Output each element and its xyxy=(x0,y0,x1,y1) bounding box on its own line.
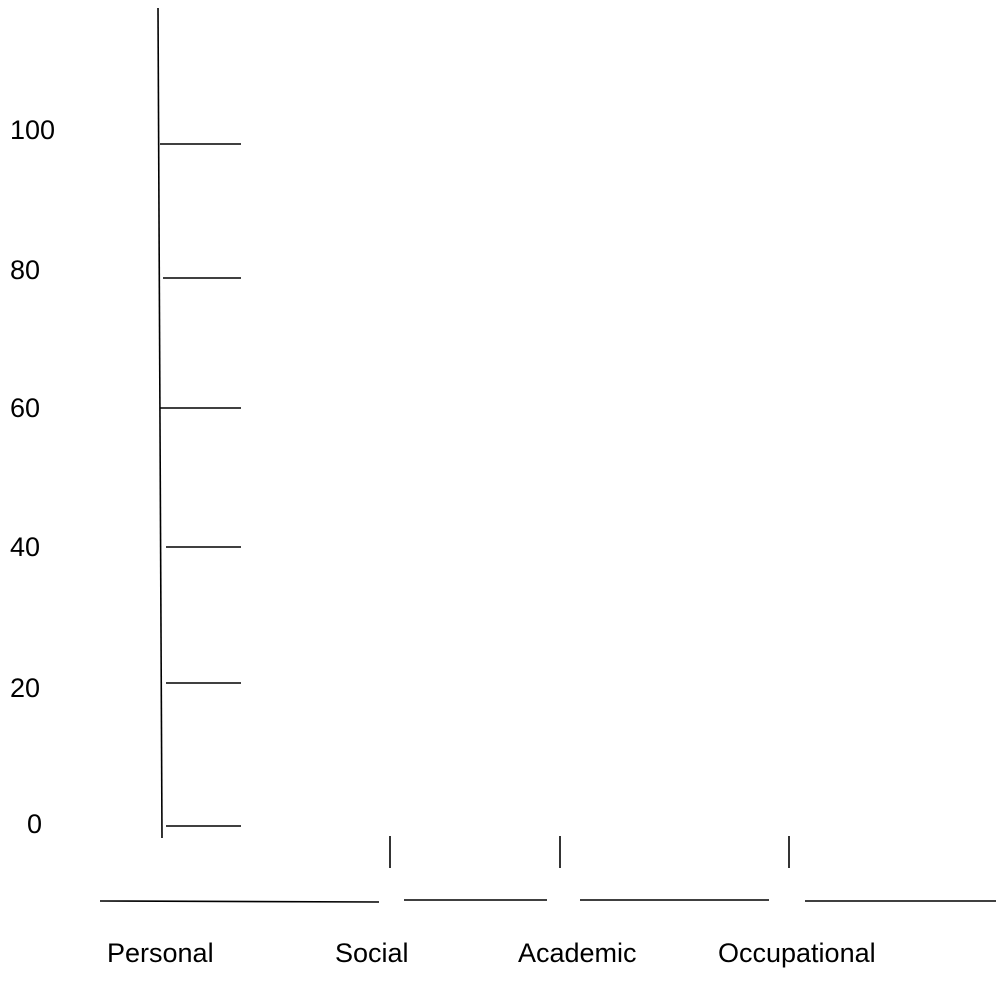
y-tick-label-80: 80 xyxy=(10,255,40,285)
y-axis-line xyxy=(157,7,163,839)
y-tick-label-40: 40 xyxy=(10,532,40,562)
category-label-occupational: Occupational xyxy=(718,938,876,968)
y-tick-label-20: 20 xyxy=(10,673,40,703)
y-tick-label-100: 100 xyxy=(10,115,55,145)
y-tick-labels: 0 20 40 60 80 100 xyxy=(10,115,55,839)
y-tick-label-60: 60 xyxy=(10,393,40,423)
category-label-academic: Academic xyxy=(518,938,637,968)
category-baseline-personal xyxy=(99,900,380,903)
y-tick-lines xyxy=(160,143,241,827)
y-tick-label-0: 0 xyxy=(27,809,42,839)
category-label-social: Social xyxy=(335,938,409,968)
category-label-personal: Personal xyxy=(107,938,214,968)
